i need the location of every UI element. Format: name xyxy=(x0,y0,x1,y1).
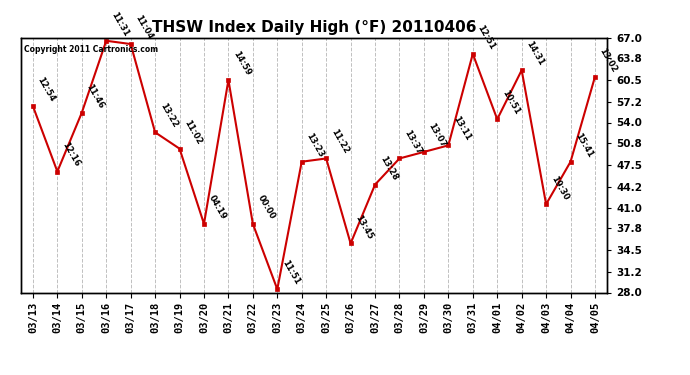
Text: 11:31: 11:31 xyxy=(109,10,130,38)
Text: 04:19: 04:19 xyxy=(207,194,228,221)
Text: Copyright 2011 Cartronics.com: Copyright 2011 Cartronics.com xyxy=(23,45,158,54)
Text: 12:16: 12:16 xyxy=(60,141,81,169)
Text: 00:00: 00:00 xyxy=(255,194,277,221)
Text: 13:23: 13:23 xyxy=(304,131,326,159)
Text: 15:41: 15:41 xyxy=(573,131,595,159)
Text: 12:54: 12:54 xyxy=(36,76,57,104)
Title: THSW Index Daily High (°F) 20110406: THSW Index Daily High (°F) 20110406 xyxy=(152,20,476,35)
Text: 13:02: 13:02 xyxy=(598,46,619,74)
Text: 11:22: 11:22 xyxy=(329,128,351,156)
Text: 19:30: 19:30 xyxy=(549,174,570,201)
Text: 13:28: 13:28 xyxy=(378,154,399,182)
Text: 14:31: 14:31 xyxy=(524,40,546,68)
Text: 13:07: 13:07 xyxy=(426,122,448,149)
Text: 13:37: 13:37 xyxy=(402,128,423,156)
Text: 13:22: 13:22 xyxy=(158,102,179,129)
Text: 11:51: 11:51 xyxy=(280,259,302,286)
Text: 11:04: 11:04 xyxy=(133,13,155,41)
Text: 14:59: 14:59 xyxy=(231,50,253,77)
Text: 11:46: 11:46 xyxy=(85,82,106,110)
Text: 13:11: 13:11 xyxy=(451,115,472,142)
Text: 10:51: 10:51 xyxy=(500,89,521,117)
Text: 13:45: 13:45 xyxy=(353,213,375,241)
Text: 12:51: 12:51 xyxy=(475,23,497,51)
Text: 11:02: 11:02 xyxy=(182,118,204,146)
